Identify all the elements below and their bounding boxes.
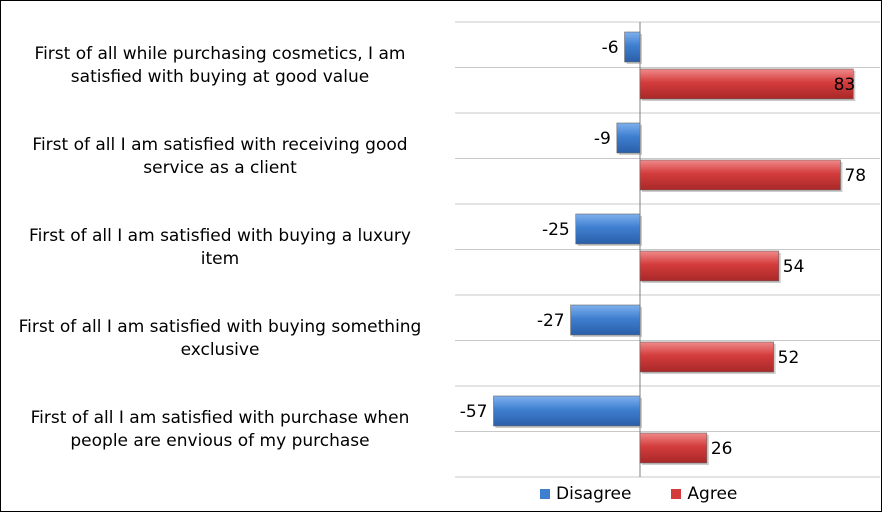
bar-disagree bbox=[624, 31, 641, 63]
category-label-line: First of all while purchasing cosmetics,… bbox=[34, 44, 406, 64]
category-label: First of all while purchasing cosmetics,… bbox=[2, 43, 438, 89]
category-label-line: exclusive bbox=[180, 340, 260, 360]
category-label-line: item bbox=[200, 249, 240, 269]
bar-agree bbox=[639, 432, 708, 464]
category-label-line: satisfied with buying at good value bbox=[70, 67, 370, 87]
data-label-agree: 78 bbox=[844, 166, 866, 186]
category-label: First of all I am satisfied with receivi… bbox=[2, 134, 438, 180]
category-label: First of all I am satisfied with buying … bbox=[2, 316, 438, 362]
legend-label-agree: Agree bbox=[687, 484, 738, 504]
bar-disagree bbox=[570, 304, 641, 336]
data-label-agree: 52 bbox=[778, 348, 800, 368]
category-label: First of all I am satisfied with buying … bbox=[2, 225, 438, 271]
bar-agree bbox=[639, 341, 774, 373]
category-label-line: First of all I am satisfied with buying … bbox=[29, 226, 411, 246]
category-label: First of all I am satisfied with purchas… bbox=[2, 407, 438, 453]
data-label-disagree: -57 bbox=[460, 402, 488, 422]
data-label-agree: 83 bbox=[834, 75, 856, 95]
legend-item-agree: Agree bbox=[671, 484, 737, 504]
data-label-agree: 54 bbox=[783, 257, 805, 277]
category-label-line: people are envious of my purchase bbox=[70, 431, 370, 451]
category-label-line: First of all I am satisfied with purchas… bbox=[30, 408, 410, 428]
legend-swatch-disagree bbox=[540, 489, 550, 499]
legend: Disagree Agree bbox=[540, 484, 777, 504]
bar-disagree bbox=[616, 122, 641, 154]
bar-disagree bbox=[575, 213, 641, 245]
category-label-line: First of all I am satisfied with receivi… bbox=[32, 135, 408, 155]
data-label-agree: 26 bbox=[711, 439, 733, 459]
bar-agree bbox=[639, 68, 854, 100]
legend-label-disagree: Disagree bbox=[556, 484, 632, 504]
bar-agree bbox=[639, 250, 780, 282]
data-label-disagree: -6 bbox=[602, 38, 619, 58]
data-label-disagree: -27 bbox=[537, 311, 565, 331]
bar-disagree bbox=[493, 395, 641, 427]
data-label-disagree: -25 bbox=[542, 220, 570, 240]
legend-swatch-agree bbox=[671, 489, 682, 499]
category-label-line: First of all I am satisfied with buying … bbox=[18, 317, 422, 337]
category-label-line: service as a client bbox=[143, 158, 297, 178]
legend-item-disagree: Disagree bbox=[540, 484, 631, 504]
bar-agree bbox=[639, 159, 841, 191]
data-label-disagree: -9 bbox=[594, 129, 611, 149]
